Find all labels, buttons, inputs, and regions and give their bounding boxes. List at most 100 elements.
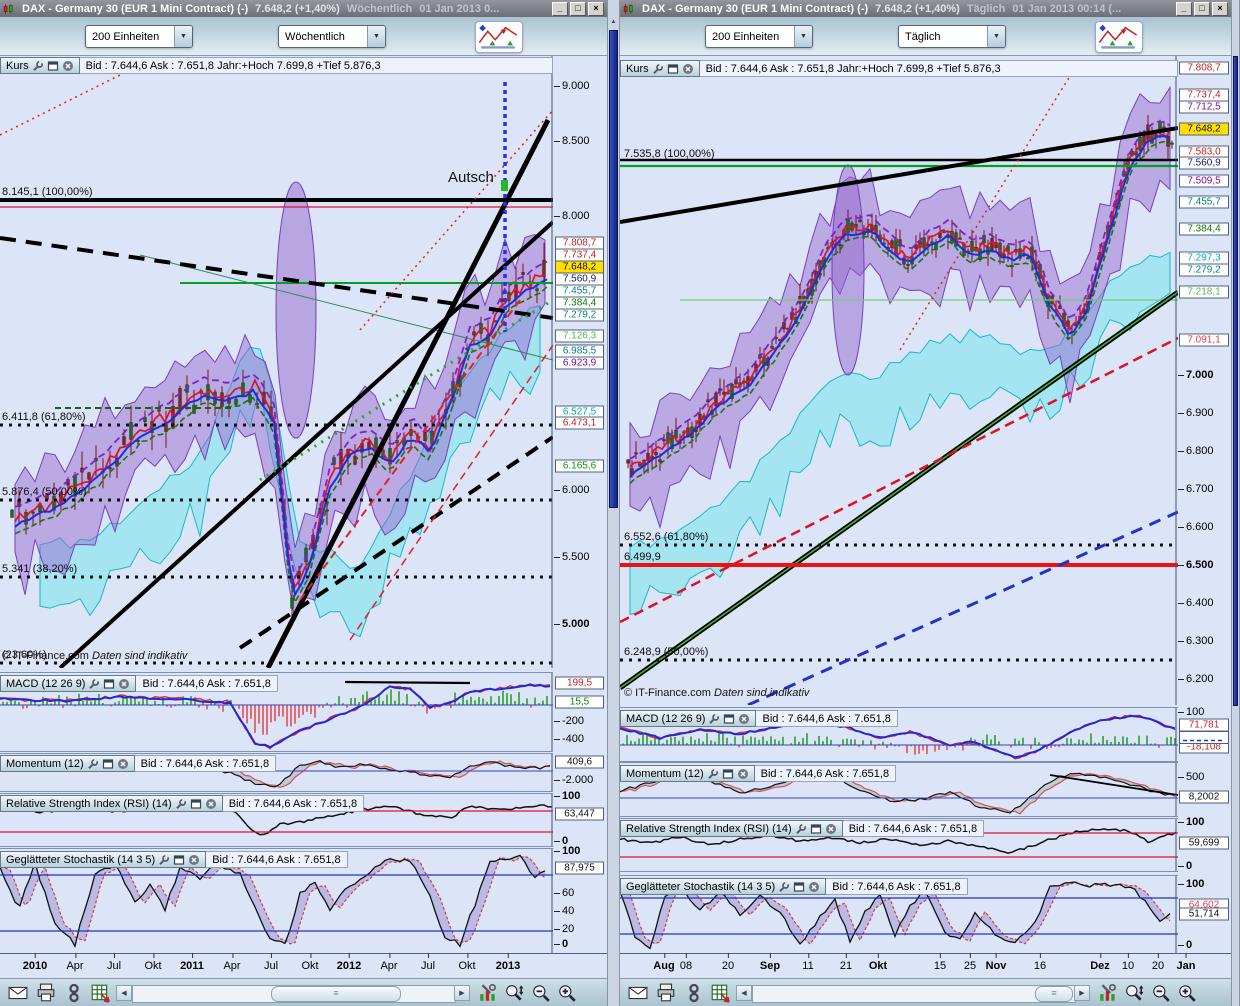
zoom-out-icon[interactable]: [1151, 983, 1171, 1003]
close-icon[interactable]: [808, 881, 820, 893]
chart-settings-icon[interactable]: [478, 983, 498, 1003]
maximize-button[interactable]: □: [1194, 1, 1210, 16]
wrench-icon[interactable]: [32, 59, 44, 72]
momentum-panel-header[interactable]: Momentum (12) Bid : 7.644,6 Ask : 7.651,…: [620, 765, 897, 782]
close-button[interactable]: ×: [1212, 1, 1228, 16]
zoom-out-icon[interactable]: [531, 983, 551, 1003]
window-icon[interactable]: [667, 63, 679, 75]
window-titlebar[interactable]: DAX - Germany 30 (EUR 1 Mini Contract) (…: [620, 0, 1231, 17]
panel-title: Geglätteter Stochastik (14 3 5): [626, 880, 776, 893]
vertical-scrollbar[interactable]: [1231, 0, 1240, 1006]
window-icon[interactable]: [793, 881, 805, 893]
rsi-panel-header[interactable]: Relative Strength Index (RSI) (14) Bid :…: [0, 795, 365, 812]
export-table-icon[interactable]: [90, 983, 110, 1003]
scroll-right-button[interactable]: ▶: [1074, 985, 1090, 1001]
macd-panel-header[interactable]: MACD (12 26 9) Bid : 7.644,6 Ask : 7.651…: [0, 675, 278, 692]
kurs-bar[interactable]: Kurs Bid : 7.644,6 Ask : 7.651,8 Jahr:+H…: [620, 60, 1178, 77]
macd-panel-canvas[interactable]: [620, 707, 1178, 762]
zoom-range-icon[interactable]: [1124, 983, 1144, 1003]
close-icon[interactable]: [188, 854, 200, 866]
scrollbar-thumb[interactable]: [609, 30, 618, 508]
window-icon[interactable]: [47, 60, 59, 72]
wrench-icon[interactable]: [87, 757, 99, 770]
close-icon[interactable]: [737, 768, 749, 780]
wrench-icon[interactable]: [652, 62, 664, 75]
print-icon[interactable]: [36, 983, 56, 1003]
close-button[interactable]: ×: [588, 1, 604, 16]
zoom-in-icon[interactable]: [557, 983, 577, 1003]
rsi-panel-header[interactable]: Relative Strength Index (RSI) (14) Bid :…: [620, 820, 985, 837]
chart-mode-button[interactable]: [1095, 21, 1143, 53]
maximize-button[interactable]: □: [570, 1, 586, 16]
scroll-left-button[interactable]: ◀: [736, 985, 752, 1001]
chevron-down-icon[interactable]: ▼: [794, 26, 812, 47]
close-icon[interactable]: [682, 63, 694, 75]
close-icon[interactable]: [117, 758, 129, 770]
kurs-bid-ask: Bid : 7.644,6 Ask : 7.651,8 Jahr:+Hoch 7…: [79, 57, 553, 74]
window-icon[interactable]: [810, 823, 822, 835]
wrench-icon[interactable]: [778, 880, 790, 893]
horizontal-scrollbar[interactable]: ≡: [752, 985, 1076, 1003]
close-icon[interactable]: [738, 713, 750, 725]
momentum-panel-header[interactable]: Momentum (12) Bid : 7.644,6 Ask : 7.651,…: [0, 755, 277, 772]
window-icon[interactable]: [173, 854, 185, 866]
time-axis-label: 21: [839, 953, 853, 972]
stochastic-panel-header[interactable]: Geglätteter Stochastik (14 3 5) Bid : 7.…: [0, 851, 348, 868]
time-axis-label: Jul: [106, 953, 122, 972]
chevron-down-icon[interactable]: ▼: [367, 26, 385, 47]
price-level-label: 7.808,7: [555, 236, 604, 250]
zoom-in-icon[interactable]: [1177, 983, 1197, 1003]
close-icon[interactable]: [62, 60, 74, 72]
close-icon[interactable]: [118, 678, 130, 690]
window-titlebar[interactable]: DAX - Germany 30 (EUR 1 Mini Contract) (…: [0, 0, 607, 17]
scroll-up-icon[interactable]: ▲: [610, 19, 617, 25]
units-dropdown[interactable]: 200 Einheiten ▼: [85, 25, 193, 48]
chevron-down-icon[interactable]: ▼: [174, 26, 192, 47]
minimize-button[interactable]: _: [1176, 1, 1192, 16]
wrench-icon[interactable]: [88, 677, 100, 690]
wrench-icon[interactable]: [707, 767, 719, 780]
chevron-down-icon[interactable]: ▼: [987, 26, 1005, 47]
time-axis-label: Okt: [144, 953, 162, 972]
scrollbar-thumb[interactable]: ≡: [271, 986, 401, 1002]
timeframe-dropdown[interactable]: Wöchentlich ▼: [278, 25, 386, 48]
units-dropdown[interactable]: 200 Einheiten ▼: [705, 25, 813, 48]
window-icon[interactable]: [190, 798, 202, 810]
scrollbar-thumb[interactable]: [1233, 56, 1238, 706]
scrollbar-thumb[interactable]: ≡: [1035, 986, 1073, 1002]
vertical-scrollbar[interactable]: ▲: [607, 0, 620, 1006]
wrench-icon[interactable]: [795, 822, 807, 835]
price-chart-canvas[interactable]: [0, 55, 553, 668]
window-timeframe-label: Täglich: [966, 2, 1006, 15]
chart-settings-icon[interactable]: [1098, 983, 1118, 1003]
macd-panel-header[interactable]: MACD (12 26 9) Bid : 7.644,6 Ask : 7.651…: [620, 710, 898, 727]
indicator-value-label: 8,2002: [1179, 790, 1229, 804]
stochastic-panel-header[interactable]: Geglätteter Stochastik (14 3 5) Bid : 7.…: [620, 878, 968, 895]
window-icon[interactable]: [723, 713, 735, 725]
export-table-icon[interactable]: [710, 983, 730, 1003]
timeframe-dropdown[interactable]: Täglich ▼: [898, 25, 1006, 48]
link-icon[interactable]: [64, 983, 84, 1003]
chart-mode-button[interactable]: [475, 21, 523, 53]
window-icon[interactable]: [722, 768, 734, 780]
panel-title: Momentum (12): [626, 767, 704, 780]
price-chart-canvas[interactable]: [620, 55, 1178, 705]
y-axis-tick: 9.000: [554, 80, 590, 92]
wrench-icon[interactable]: [158, 853, 170, 866]
wrench-icon[interactable]: [708, 712, 720, 725]
window-icon[interactable]: [103, 678, 115, 690]
kurs-bar[interactable]: Kurs Bid : 7.644,6 Ask : 7.651,8 Jahr:+H…: [0, 57, 553, 74]
wrench-icon[interactable]: [175, 797, 187, 810]
close-icon[interactable]: [205, 798, 217, 810]
close-icon[interactable]: [825, 823, 837, 835]
horizontal-scrollbar[interactable]: ≡: [132, 985, 456, 1003]
window-icon[interactable]: [102, 758, 114, 770]
link-icon[interactable]: [684, 983, 704, 1003]
print-icon[interactable]: [656, 983, 676, 1003]
scroll-left-button[interactable]: ◀: [116, 985, 132, 1001]
zoom-range-icon[interactable]: [504, 983, 524, 1003]
mail-icon[interactable]: [628, 983, 648, 1003]
mail-icon[interactable]: [8, 983, 28, 1003]
minimize-button[interactable]: _: [552, 1, 568, 16]
scroll-right-button[interactable]: ▶: [454, 985, 470, 1001]
